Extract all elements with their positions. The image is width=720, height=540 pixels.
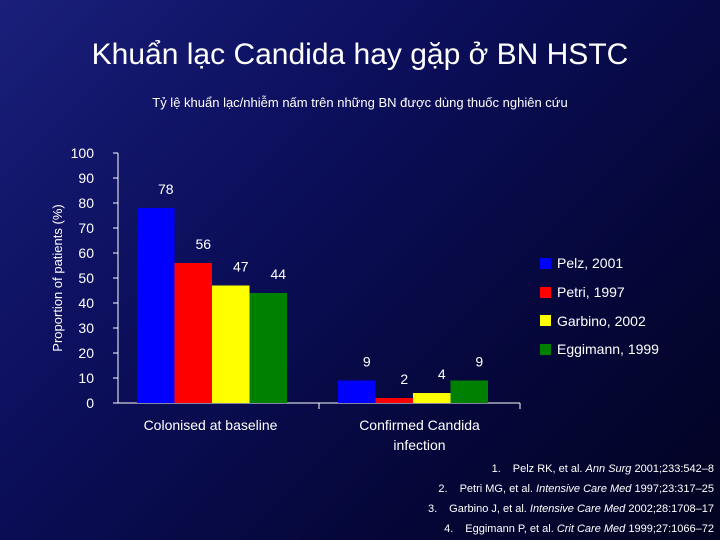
legend-item: Eggimann, 1999 xyxy=(540,335,659,364)
reference-item: 4. Eggimann P, et al. Crit Care Med 1999;… xyxy=(194,519,714,539)
legend-item: Garbino, 2002 xyxy=(540,306,659,335)
legend-swatch xyxy=(540,257,551,269)
reference-authors: Garbino J, et al. xyxy=(449,503,527,515)
reference-number: 1. xyxy=(491,463,501,475)
bar xyxy=(338,380,376,403)
y-tick-label: 70 xyxy=(78,220,94,236)
bar-data-label: 9 xyxy=(475,354,483,370)
legend-label: Petri, 1997 xyxy=(557,284,625,301)
y-tick-label: 100 xyxy=(71,145,95,161)
y-tick-label: 40 xyxy=(78,295,94,311)
bar xyxy=(174,263,212,403)
y-tick-label: 0 xyxy=(86,395,94,411)
reference-item: 3. Garbino J, et al. Intensive Care Med 2… xyxy=(194,499,714,519)
x-category-label: Colonised at baseline xyxy=(144,417,278,433)
bar xyxy=(249,293,287,403)
reference-detail: 1997;23:317–25 xyxy=(634,483,714,495)
reference-item: 1. Pelz RK, et al. Ann Surg 2001;233:542–… xyxy=(194,459,714,479)
x-category-label: Confirmed Candida infection xyxy=(359,417,480,453)
bar xyxy=(137,208,175,403)
chart-legend: Pelz, 2001 Petri, 1997 Garbino, 2002 Egg… xyxy=(540,249,659,364)
y-tick-label: 20 xyxy=(78,345,94,361)
reference-number: 3. xyxy=(427,503,438,515)
references: 1. Pelz RK, et al. Ann Surg 2001;233:542–… xyxy=(194,459,714,539)
y-tick-label: 80 xyxy=(78,195,94,211)
y-axis-title: Proportion of patients (%) xyxy=(50,204,65,351)
bar-data-label: 9 xyxy=(363,354,371,370)
slide-title: Khuẩn lạc Candida hay gặp ở BN HSTC xyxy=(91,38,629,71)
legend-swatch xyxy=(540,286,551,298)
reference-number: 4. xyxy=(444,523,454,535)
reference-detail: 2002;28:1708–17 xyxy=(628,503,714,515)
bar-data-label: 78 xyxy=(158,181,174,197)
legend-label: Garbino, 2002 xyxy=(557,312,646,329)
slide-subtitle: Tỷ lệ khuẩn lạc/nhiễm nấm trên những BN … xyxy=(152,95,568,110)
reference-authors: Pelz RK, et al. xyxy=(512,463,583,475)
y-tick-label: 50 xyxy=(78,270,94,286)
reference-authors: Eggimann P, et al. xyxy=(465,523,554,535)
legend-item: Pelz, 2001 xyxy=(540,249,659,278)
legend-swatch xyxy=(540,315,551,327)
reference-authors: Petri MG, et al. xyxy=(459,483,533,495)
y-tick-label: 90 xyxy=(78,170,94,186)
bar-data-label: 4 xyxy=(438,366,446,382)
bar-data-label: 44 xyxy=(270,266,286,282)
y-tick-label: 60 xyxy=(78,245,94,261)
legend-item: Petri, 1997 xyxy=(540,278,659,307)
reference-journal: Intensive Care Med xyxy=(529,503,626,515)
reference-journal: Intensive Care Med xyxy=(536,483,632,495)
reference-number: 2. xyxy=(438,483,448,495)
legend-label: Pelz, 2001 xyxy=(557,255,624,272)
bar xyxy=(375,398,413,403)
bar xyxy=(413,393,451,403)
bar xyxy=(212,285,250,403)
reference-item: 2. Petri MG, et al. Intensive Care Med 19… xyxy=(194,479,714,499)
reference-detail: 2001;233:542–8 xyxy=(634,463,714,475)
bar-data-label: 56 xyxy=(195,236,211,252)
legend-label: Eggimann, 1999 xyxy=(557,341,659,358)
bar xyxy=(450,380,488,403)
bar-data-label: 2 xyxy=(400,371,408,387)
y-tick-label: 10 xyxy=(78,370,94,386)
bar-data-label: 47 xyxy=(233,259,249,275)
reference-journal: Ann Surg xyxy=(585,463,632,475)
y-tick-label: 30 xyxy=(78,320,94,336)
legend-swatch xyxy=(540,343,551,355)
reference-detail: 1999;27:1066–72 xyxy=(628,523,714,535)
reference-journal: Crit Care Med xyxy=(556,523,626,535)
